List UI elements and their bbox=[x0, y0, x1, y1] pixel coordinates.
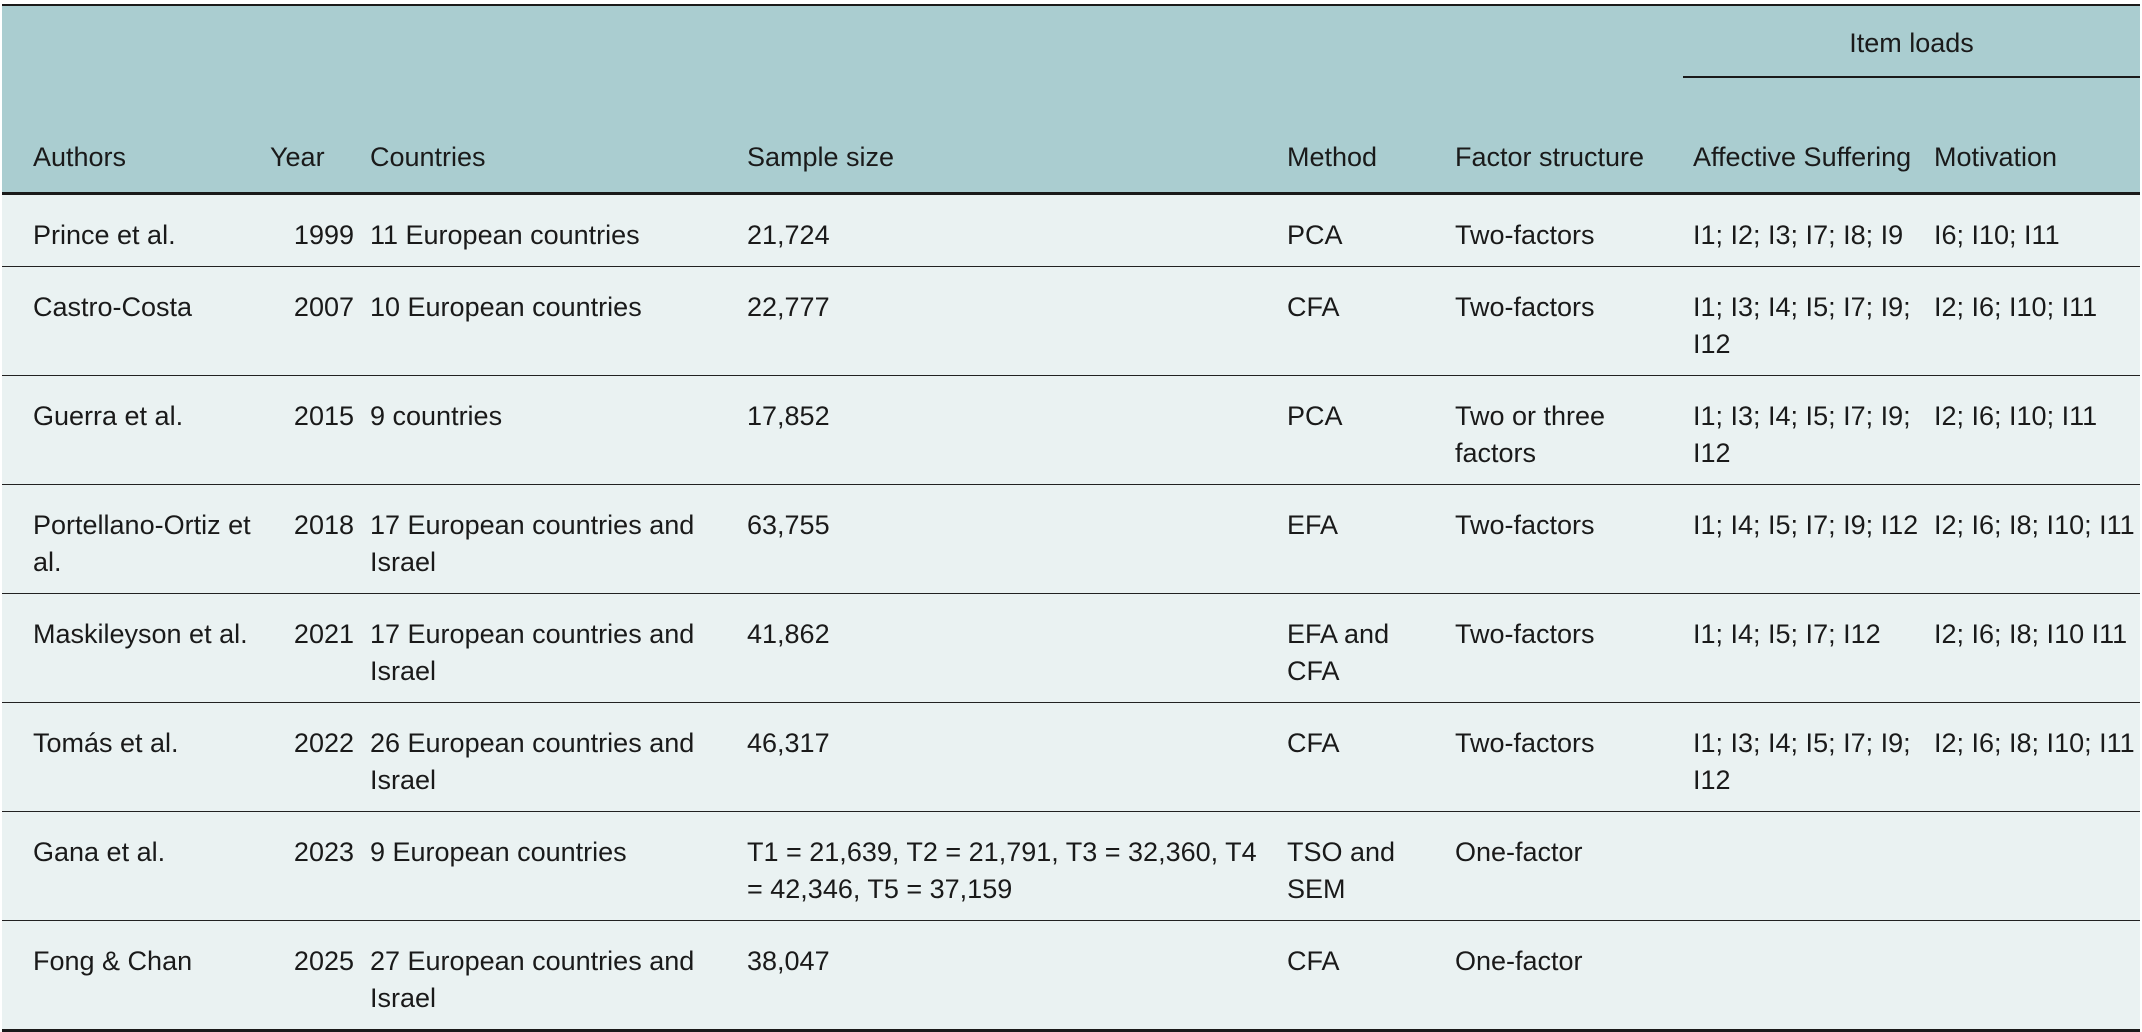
cell-sample-size: 17,852 bbox=[747, 401, 830, 431]
cell-factor-structure: Two-factors bbox=[1455, 728, 1595, 758]
cell-countries: 17 European countries and Israel bbox=[370, 510, 695, 577]
col-header-method: Method bbox=[1277, 77, 1445, 194]
col-header-authors: Authors bbox=[2, 77, 267, 194]
cell-affective-suffering: I1; I3; I4; I5; I7; I9; I12 bbox=[1693, 292, 1911, 359]
cell-countries: 17 European countries and Israel bbox=[370, 619, 695, 686]
cell-factor-structure: One-factor bbox=[1455, 837, 1583, 867]
cell-sample-size: 63,755 bbox=[747, 510, 830, 540]
cell-authors: Maskileyson et al. bbox=[33, 619, 248, 649]
col-header-countries: Countries bbox=[360, 77, 732, 194]
cell-year: 2015 bbox=[293, 401, 354, 431]
cell-year: 1999 bbox=[293, 220, 354, 250]
cell-authors: Prince et al. bbox=[33, 220, 176, 250]
table-row: Castro-Costa 2007 10 European countries … bbox=[2, 266, 2140, 376]
cell-motivation: I2; I6; I10; I11 bbox=[1934, 292, 2098, 322]
table-row: Maskileyson et al. 2021 17 European coun… bbox=[2, 593, 2140, 703]
cell-factor-structure: Two-factors bbox=[1455, 510, 1595, 540]
cell-authors: Fong & Chan bbox=[33, 946, 193, 976]
cell-affective-suffering bbox=[1693, 921, 1929, 955]
header-spacer bbox=[2, 5, 1683, 77]
cell-motivation: I2; I6; I8; I10 I11 bbox=[1934, 619, 2128, 649]
studies-table: Item loads Authors Year Countries Sample… bbox=[2, 4, 2140, 1032]
cell-motivation: I6; I10; I11 bbox=[1934, 220, 2060, 250]
cell-sample-size: 21,724 bbox=[747, 220, 830, 250]
cell-year: 2022 bbox=[293, 728, 354, 758]
table-row: Gana et al. 2023 9 European countries T1… bbox=[2, 811, 2140, 921]
cell-countries: 9 European countries bbox=[370, 837, 627, 867]
cell-method: TSO and SEM bbox=[1287, 837, 1396, 904]
cell-authors: Castro-Costa bbox=[33, 292, 193, 322]
cell-countries: 10 European countries bbox=[370, 292, 642, 322]
table-container: Item loads Authors Year Countries Sample… bbox=[2, 4, 2140, 1032]
cell-factor-structure: Two or three factors bbox=[1455, 401, 1606, 468]
col-header-factor-structure: Factor structure bbox=[1445, 77, 1683, 194]
cell-year: 2021 bbox=[293, 619, 354, 649]
cell-method: EFA bbox=[1287, 510, 1339, 540]
cell-factor-structure: Two-factors bbox=[1455, 619, 1595, 649]
cell-method: EFA and CFA bbox=[1287, 619, 1390, 686]
cell-authors: Guerra et al. bbox=[33, 401, 184, 431]
cell-sample-size: 38,047 bbox=[747, 946, 830, 976]
cell-sample-size: 22,777 bbox=[747, 292, 830, 322]
cell-authors: Gana et al. bbox=[33, 837, 166, 867]
cell-year: 2025 bbox=[293, 946, 354, 976]
cell-sample-size: T1 = 21,639, T2 = 21,791, T3 = 32,360, T… bbox=[747, 837, 1257, 904]
cell-motivation: I2; I6; I10; I11 bbox=[1934, 401, 2098, 431]
cell-authors: Portellano-Ortiz et al. bbox=[33, 510, 251, 577]
cell-method: CFA bbox=[1287, 292, 1340, 322]
table-row: Fong & Chan 2025 27 European countries a… bbox=[2, 920, 2140, 1032]
item-loads-group-header: Item loads bbox=[1683, 5, 2140, 78]
table-row: Prince et al. 1999 11 European countries… bbox=[2, 193, 2140, 267]
cell-factor-structure: One-factor bbox=[1455, 946, 1583, 976]
cell-method: CFA bbox=[1287, 946, 1340, 976]
cell-method: PCA bbox=[1287, 401, 1343, 431]
col-header-sample-size: Sample size bbox=[732, 77, 1277, 194]
cell-countries: 26 European countries and Israel bbox=[370, 728, 695, 795]
cell-motivation bbox=[1934, 812, 2140, 846]
cell-affective-suffering: I1; I4; I5; I7; I12 bbox=[1693, 619, 1881, 649]
cell-method: PCA bbox=[1287, 220, 1343, 250]
cell-sample-size: 41,862 bbox=[747, 619, 830, 649]
cell-motivation: I2; I6; I8; I10; I11 bbox=[1934, 510, 2135, 540]
cell-affective-suffering: I1; I2; I3; I7; I8; I9 bbox=[1693, 220, 1904, 250]
cell-countries: 27 European countries and Israel bbox=[370, 946, 695, 1013]
cell-affective-suffering: I1; I3; I4; I5; I7; I9; I12 bbox=[1693, 728, 1911, 795]
cell-affective-suffering: I1; I4; I5; I7; I9; I12 bbox=[1693, 510, 1919, 540]
cell-affective-suffering: I1; I3; I4; I5; I7; I9; I12 bbox=[1693, 401, 1911, 468]
col-header-affective-suffering: Affective Suffering bbox=[1683, 77, 1929, 194]
cell-affective-suffering bbox=[1693, 812, 1929, 846]
cell-countries: 11 European countries bbox=[370, 220, 640, 250]
cell-year: 2023 bbox=[293, 837, 354, 867]
col-header-year: Year bbox=[267, 77, 360, 194]
table-body: Prince et al. 1999 11 European countries… bbox=[2, 193, 2140, 1032]
cell-year: 2018 bbox=[293, 510, 354, 540]
table-row: Portellano-Ortiz et al. 2018 17 European… bbox=[2, 484, 2140, 594]
cell-authors: Tomás et al. bbox=[33, 728, 179, 758]
cell-motivation: I2; I6; I8; I10; I11 bbox=[1934, 728, 2135, 758]
cell-countries: 9 countries bbox=[370, 401, 503, 431]
cell-factor-structure: Two-factors bbox=[1455, 220, 1595, 250]
cell-method: CFA bbox=[1287, 728, 1340, 758]
cell-motivation bbox=[1934, 921, 2140, 955]
table-row: Tomás et al. 2022 26 European countries … bbox=[2, 702, 2140, 812]
table-header: Item loads Authors Year Countries Sample… bbox=[2, 5, 2140, 194]
table-row: Guerra et al. 2015 9 countries 17,852 PC… bbox=[2, 375, 2140, 485]
cell-sample-size: 46,317 bbox=[747, 728, 830, 758]
cell-year: 2007 bbox=[293, 292, 354, 322]
cell-factor-structure: Two-factors bbox=[1455, 292, 1595, 322]
col-header-motivation: Motivation bbox=[1929, 77, 2140, 194]
